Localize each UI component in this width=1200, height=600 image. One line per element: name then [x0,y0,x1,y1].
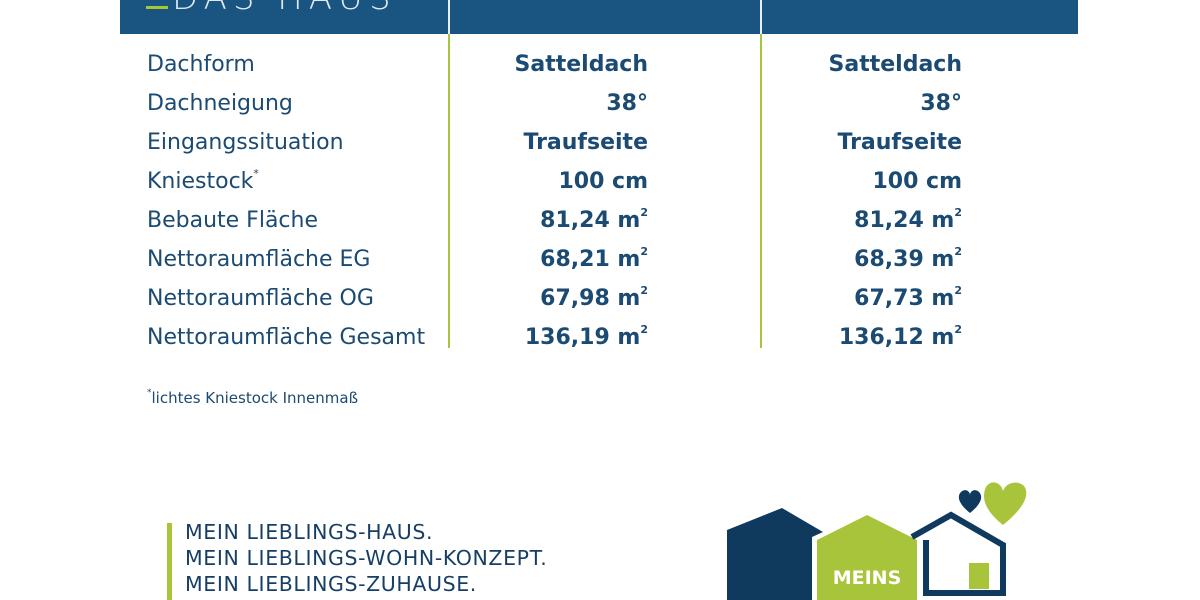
row-label: Dachform [147,52,255,77]
footnote-marker: * [147,388,152,398]
row-label-text: Dachform [147,52,255,77]
row-value-col2: 68,39 m2 [712,245,962,272]
row-value-col1: 38° [398,91,648,116]
row-value-col1: 67,98 m2 [398,284,648,311]
row-value-col2: 67,73 m2 [712,284,962,311]
row-value-col1: 81,24 m2 [398,206,648,233]
unit-exponent: 2 [954,245,962,258]
value-text: Satteldach [828,52,962,77]
row-value-col2: 38° [712,91,962,116]
row-label-footnote-marker: * [253,167,259,180]
value-text: 81,24 m [540,208,641,233]
value-text: 68,39 m [854,247,955,272]
value-text: 81,24 m [854,208,955,233]
table-row: Bebaute Fläche 81,24 m2 81,24 m2 [0,206,1200,238]
logo-door [969,563,989,589]
table-row: Nettoraumfläche OG 67,98 m2 67,73 m2 [0,284,1200,316]
value-text: Traufseite [837,130,962,155]
row-label: Dachneigung [147,91,293,116]
slogan-line: MEIN LIEBLINGS-ZUHAUSE. [185,572,477,596]
column-divider [448,0,450,348]
value-text: 100 cm [558,169,648,194]
unit-exponent: 2 [640,284,648,297]
row-value-col2: Traufseite [712,130,962,155]
value-text: 68,21 m [540,247,641,272]
unit-exponent: 2 [954,206,962,219]
heart-icon-small [958,490,982,513]
unit-exponent: 2 [640,323,648,336]
row-value-col1: Satteldach [398,52,648,77]
row-value-col2: Satteldach [712,52,962,77]
slogan-line: MEIN LIEBLINGS-WOHN-KONZEPT. [185,546,548,570]
footnote: *lichtes Kniestock Innenmaß [147,388,359,407]
row-label-text: Dachneigung [147,91,293,116]
value-text: 67,98 m [540,286,641,311]
column-divider [760,0,762,348]
heart-icon-large [983,482,1027,525]
row-value-col2: 136,12 m2 [712,323,962,350]
row-label-text: Eingangssituation [147,130,344,155]
logo-green-house [817,515,917,600]
section-title-text: DAS HAUS [172,0,397,18]
row-label: Nettoraumfläche EG [147,247,370,272]
table-row: Dachform Satteldach Satteldach [0,52,1200,82]
unit-exponent: 2 [954,284,962,297]
footnote-text: lichtes Kniestock Innenmaß [151,389,359,407]
row-value-col2: 100 cm [712,169,962,194]
row-label-text: Kniestock [147,169,254,194]
unit-exponent: 2 [640,245,648,258]
row-value-col1: 136,19 m2 [398,323,648,350]
value-text: Traufseite [523,130,648,155]
table-row: Nettoraumfläche Gesamt 136,19 m2 136,12 m2 [0,323,1200,355]
logo-outline-house [910,511,1006,596]
row-label: Bebaute Fläche [147,208,318,233]
value-text: 38° [920,91,962,116]
meins-logo: MEINS [727,482,1027,600]
value-text: 136,19 m [524,325,641,350]
value-text: 38° [606,91,648,116]
row-label: Eingangssituation [147,130,344,155]
slogan-accent-bar [167,523,172,600]
table-row: Eingangssituation Traufseite Traufseite [0,130,1200,160]
table-row: Nettoraumfläche EG 68,21 m2 68,39 m2 [0,245,1200,277]
section-title: DAS HAUS [146,0,397,18]
row-label-text: Nettoraumfläche Gesamt [147,325,426,350]
logo-dark-house [727,508,823,600]
row-value-col2: 81,24 m2 [712,206,962,233]
unit-exponent: 2 [640,206,648,219]
row-label: Nettoraumfläche OG [147,286,374,311]
table-row: Kniestock* 100 cm 100 cm [0,167,1200,199]
row-label: Kniestock* [147,167,259,194]
value-text: 136,12 m [838,325,955,350]
row-value-col1: 68,21 m2 [398,245,648,272]
value-text: 100 cm [872,169,962,194]
unit-exponent: 2 [954,323,962,336]
row-label-text: Nettoraumfläche OG [147,286,374,311]
title-accent-bar [146,6,168,9]
row-label-text: Nettoraumfläche EG [147,247,371,272]
table-row: Dachneigung 38° 38° [0,91,1200,121]
value-text: Satteldach [514,52,648,77]
row-label-text: Bebaute Fläche [147,208,318,233]
section-header: DAS HAUS [120,0,1078,34]
row-label: Nettoraumfläche Gesamt [147,325,425,350]
row-value-col1: Traufseite [398,130,648,155]
value-text: 67,73 m [854,286,955,311]
row-value-col1: 100 cm [398,169,648,194]
logo-text: MEINS [833,567,902,589]
slogan-line: MEIN LIEBLINGS-HAUS. [185,520,434,544]
